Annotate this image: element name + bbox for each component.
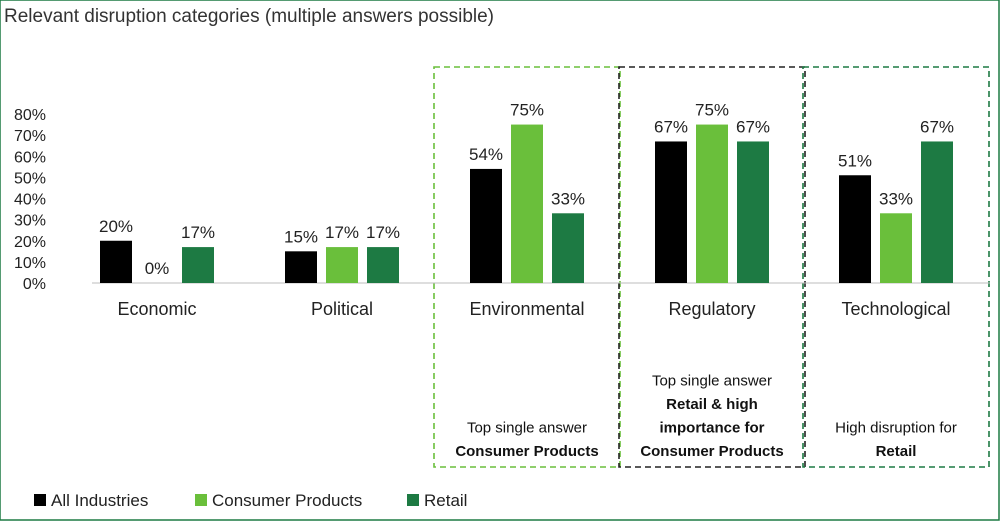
y-tick-label: 20% (14, 234, 46, 251)
highlight-box-regulatory (618, 66, 806, 468)
category-labels: Economic Political Environmental Regulatory… (117, 299, 950, 319)
bar-retail-regulatory (737, 141, 769, 283)
annotation-line-regulatory: Retail & high (666, 396, 758, 413)
bar-consumer-products-technological (880, 213, 912, 283)
highlight-boxes (433, 66, 990, 468)
highlight-box-environmental (433, 66, 621, 468)
y-tick-label: 10% (14, 255, 46, 272)
y-tick-label: 70% (14, 128, 46, 145)
category-label-regulatory: Regulatory (668, 299, 755, 319)
value-label-consumer-products-political: 17% (325, 223, 359, 242)
value-label-retail-regulatory: 67% (736, 117, 770, 136)
value-label-all-industries-political: 15% (284, 227, 318, 246)
value-label-consumer-products-environmental: 75% (510, 101, 544, 120)
legend-label-all-industries: All Industries (51, 491, 148, 510)
bar-all-industries-political (285, 251, 317, 283)
category-label-environmental: Environmental (469, 299, 584, 319)
y-tick-label: 50% (14, 170, 46, 187)
annotation-line-regulatory: Consumer Products (640, 443, 783, 460)
highlight-box-technological (802, 66, 990, 468)
value-label-consumer-products-technological: 33% (879, 189, 913, 208)
value-label-all-industries-economic: 20% (99, 217, 133, 236)
annotation-line-environmental: Top single answer (467, 420, 587, 437)
annotations: Top single answer Consumer Products Top si… (455, 373, 957, 461)
legend-label-retail: Retail (424, 491, 467, 510)
annotation-line-environmental: Consumer Products (455, 443, 598, 460)
bar-consumer-products-regulatory (696, 124, 728, 283)
y-tick-label: 60% (14, 149, 46, 166)
y-axis: 0% 10% 20% 30% 40% 50% 60% 70% 80% (14, 107, 46, 293)
category-label-economic: Economic (117, 299, 196, 319)
value-label-all-industries-regulatory: 67% (654, 117, 688, 136)
value-label-retail-environmental: 33% (551, 189, 585, 208)
y-tick-label: 40% (14, 192, 46, 209)
category-label-political: Political (311, 299, 373, 319)
value-labels: 20% 15% 54% 67% 51% 0% 17% 75% 75% 33% 17% 17% 33% 67… (99, 101, 954, 278)
bar-retail-political (367, 247, 399, 283)
bars (100, 124, 953, 283)
y-tick-label: 30% (14, 213, 46, 230)
chart-title: Relevant disruption categories (multiple… (4, 6, 494, 27)
bar-all-industries-regulatory (655, 141, 687, 283)
legend-swatch-retail (407, 494, 419, 506)
annotation-line-technological: Retail (876, 443, 917, 460)
annotation-line-regulatory: importance for (659, 420, 764, 437)
value-label-all-industries-environmental: 54% (469, 145, 503, 164)
bar-retail-technological (921, 141, 953, 283)
value-label-consumer-products-regulatory: 75% (695, 101, 729, 120)
annotation-line-regulatory: Top single answer (652, 373, 772, 390)
legend: All Industries Consumer Products Retail (34, 491, 467, 510)
bar-consumer-products-political (326, 247, 358, 283)
annotation-line-technological: High disruption for (835, 420, 957, 437)
value-label-consumer-products-economic: 0% (145, 259, 170, 278)
bar-all-industries-economic (100, 240, 132, 283)
category-label-technological: Technological (841, 299, 950, 319)
legend-swatch-consumer-products (195, 494, 207, 506)
bar-all-industries-environmental (470, 168, 502, 283)
value-label-retail-economic: 17% (181, 223, 215, 242)
y-tick-label: 0% (23, 276, 46, 293)
bar-retail-environmental (552, 213, 584, 283)
value-label-retail-technological: 67% (920, 117, 954, 136)
bar-retail-economic (182, 247, 214, 283)
bar-consumer-products-environmental (511, 124, 543, 283)
y-tick-label: 80% (14, 107, 46, 124)
bar-all-industries-technological (839, 175, 871, 283)
value-label-retail-political: 17% (366, 223, 400, 242)
value-label-all-industries-technological: 51% (838, 151, 872, 170)
legend-label-consumer-products: Consumer Products (212, 491, 362, 510)
legend-swatch-all-industries (34, 494, 46, 506)
